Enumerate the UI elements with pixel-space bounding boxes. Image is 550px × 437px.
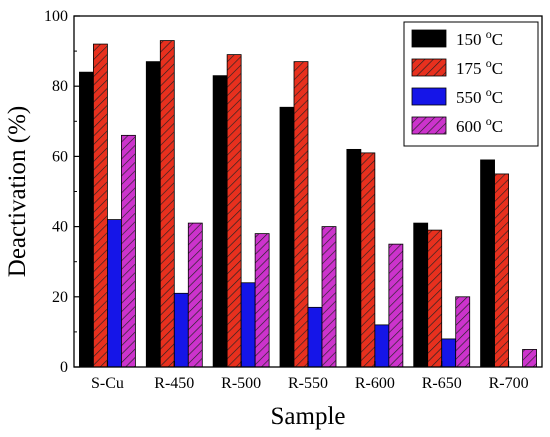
bar-r-650-series-2 xyxy=(427,229,443,368)
legend-swatch xyxy=(411,58,447,77)
legend-swatch xyxy=(411,116,447,135)
bar-r-650-series-4 xyxy=(455,296,471,368)
bar-r-450-series-4 xyxy=(187,222,203,368)
bar-r-500-series-1 xyxy=(212,75,228,368)
bar-r-700-series-4 xyxy=(522,349,537,368)
bar-r-600-series-4 xyxy=(388,243,404,368)
legend-label: 600 oC xyxy=(456,114,503,136)
y-tick-label: 60 xyxy=(52,148,68,165)
ticks-layer: 0 20 40 60 80 100 S-Cu R-450 R-500 R-550 R-600 R-65… xyxy=(44,8,529,392)
bar-r-650-series-3 xyxy=(441,338,457,368)
bar-r-550-series-2 xyxy=(293,61,309,368)
bar-r-500-series-2 xyxy=(226,54,242,368)
bar-r-600-series-1 xyxy=(346,148,362,368)
bar-r-700-series-1 xyxy=(480,159,495,368)
bar-r-550-series-3 xyxy=(307,306,323,368)
bar-r-600-series-2 xyxy=(360,152,376,368)
legend: 150 oC 175 oC 550 oC 600 oC xyxy=(403,21,539,147)
legend-label: 550 oC xyxy=(456,85,503,107)
legend-label: 150 oC xyxy=(456,27,503,49)
x-tick-label: R-450 xyxy=(154,375,194,392)
bar-s-cu-series-3 xyxy=(107,219,122,368)
legend-swatch xyxy=(411,29,447,48)
bar-r-700-series-2 xyxy=(494,173,509,368)
bar-r-450-series-1 xyxy=(145,61,161,368)
y-tick-label: 40 xyxy=(52,219,68,236)
x-tick-label: R-500 xyxy=(221,375,261,392)
bar-r-450-series-2 xyxy=(159,40,175,368)
x-tick-label: S-Cu xyxy=(91,375,124,392)
bar-s-cu-series-4 xyxy=(121,134,136,368)
y-tick-label: 20 xyxy=(52,289,68,306)
bar-r-500-series-3 xyxy=(240,282,256,368)
x-axis-title: Sample xyxy=(271,403,346,430)
legend-swatch xyxy=(411,87,447,106)
x-tick-label: R-700 xyxy=(489,375,529,392)
bar-r-600-series-3 xyxy=(374,324,390,368)
y-tick-label: 80 xyxy=(52,78,68,95)
bar-s-cu-series-1 xyxy=(79,71,94,368)
bar-r-650-series-1 xyxy=(413,222,429,368)
bar-r-500-series-4 xyxy=(254,233,270,368)
x-tick-label: R-600 xyxy=(355,375,395,392)
bar-r-450-series-3 xyxy=(173,292,189,368)
bar-s-cu-series-2 xyxy=(93,43,108,368)
y-tick-label: 0 xyxy=(60,359,68,376)
bar-r-550-series-4 xyxy=(321,226,337,368)
x-tick-label: R-650 xyxy=(422,375,462,392)
y-tick-label: 100 xyxy=(44,8,68,25)
bars-layer xyxy=(79,40,537,368)
bar-r-550-series-1 xyxy=(279,106,295,368)
legend-label: 175 oC xyxy=(456,56,503,78)
x-tick-label: R-550 xyxy=(288,375,328,392)
y-axis-title: Deactivation (%) xyxy=(4,106,31,277)
